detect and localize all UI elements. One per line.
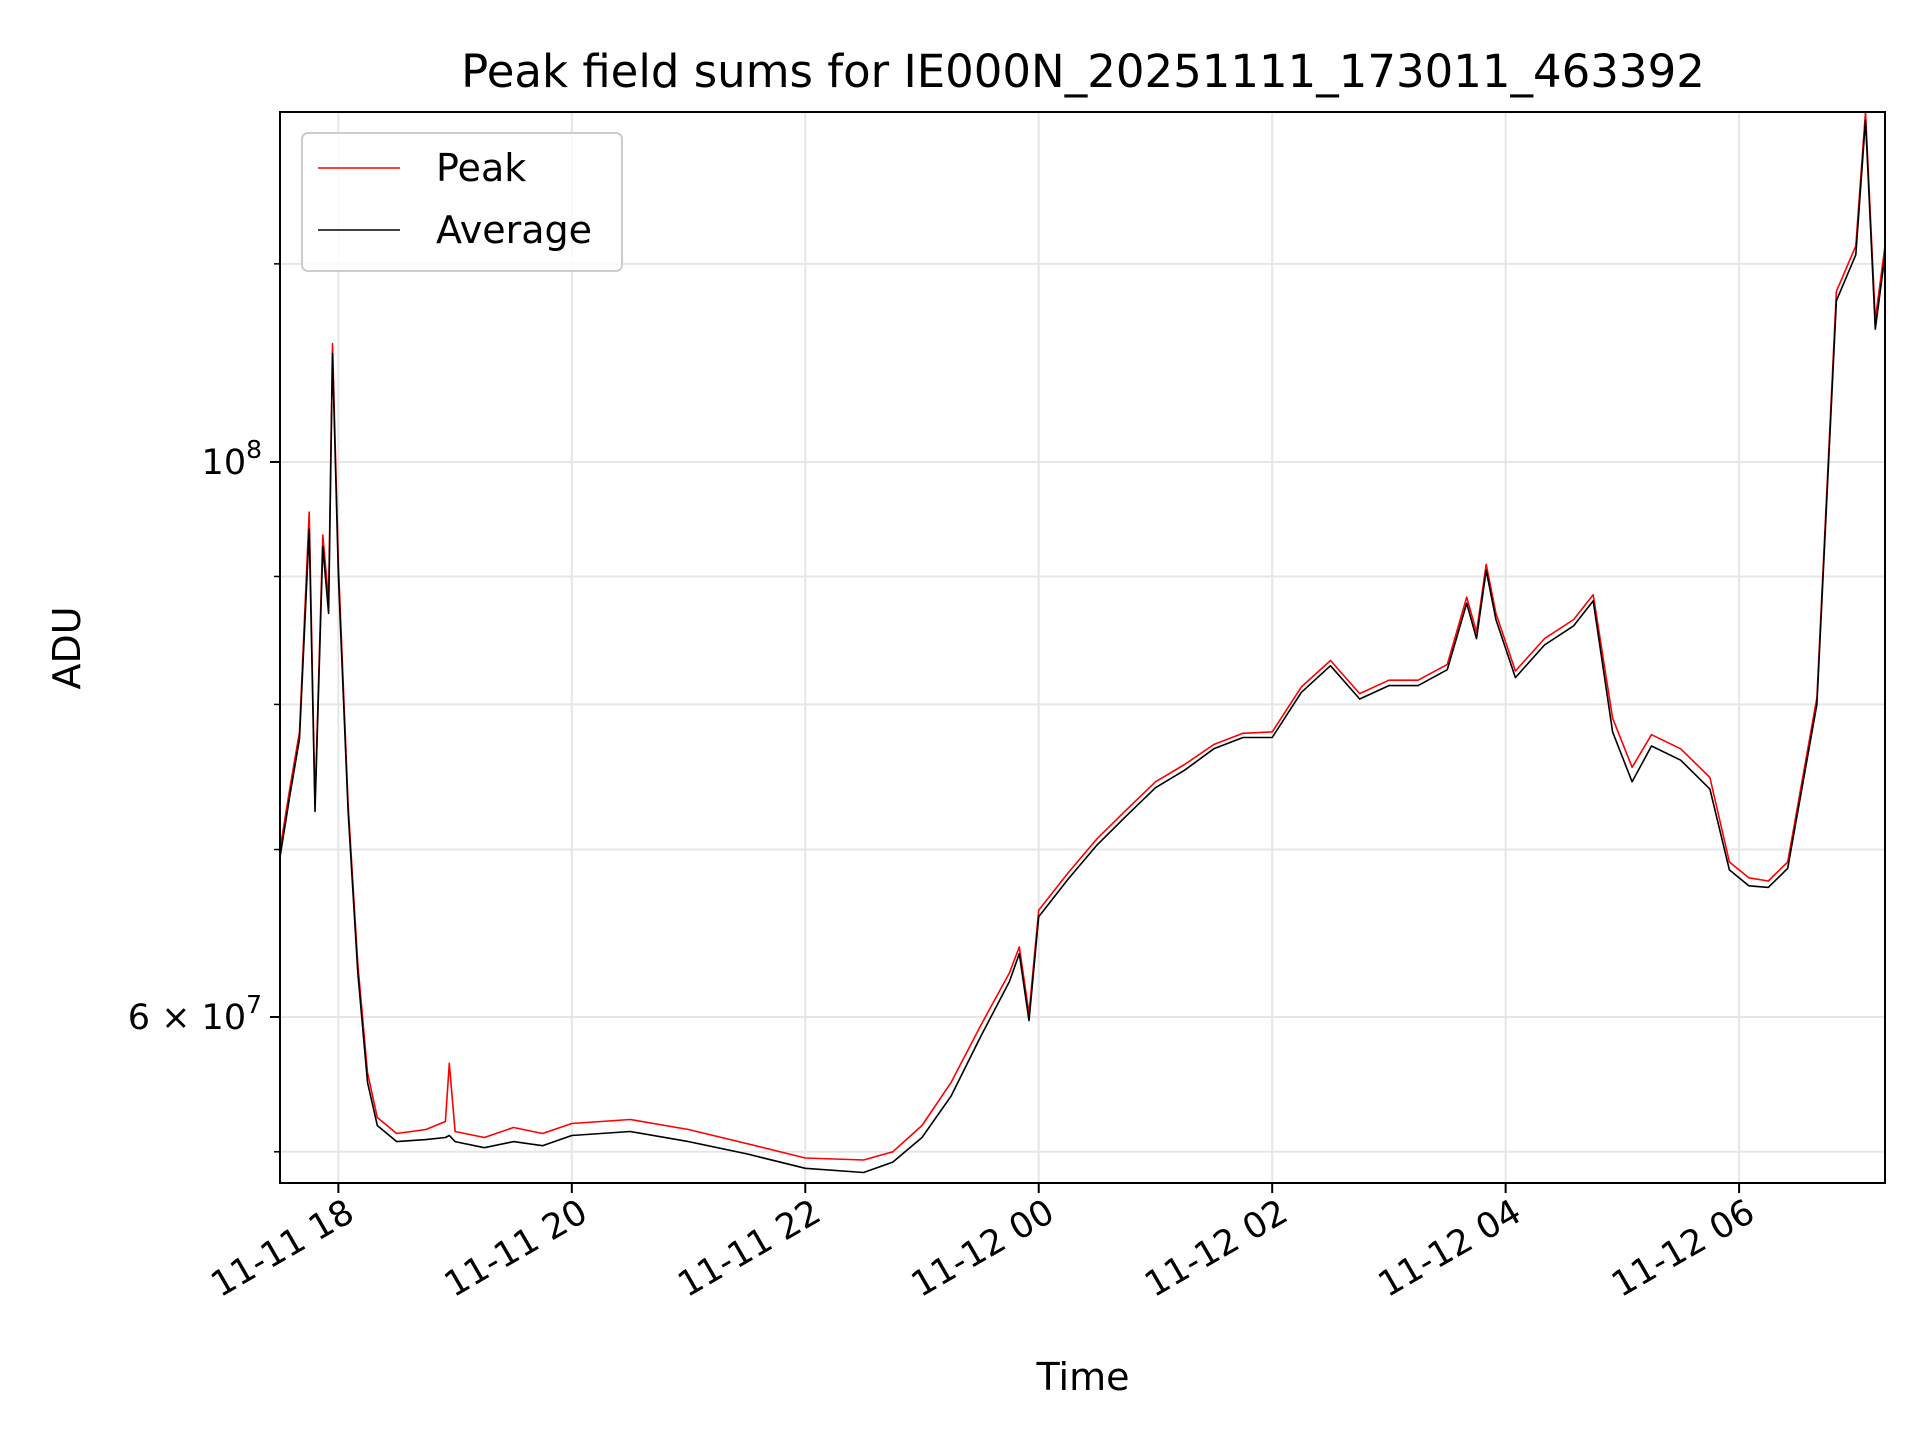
y-tick-mantissa: 10: [202, 443, 247, 483]
chart-title: Peak field sums for IE000N_20251111_1730…: [461, 45, 1705, 98]
x-axis-label: Time: [1036, 1355, 1130, 1399]
y-tick-exponent: 7: [246, 990, 262, 1019]
plot-frame: [279, 111, 1886, 1184]
y-tick-exponent: 8: [246, 435, 262, 464]
y-axis-label: ADU: [45, 606, 89, 689]
series-layer: [279, 111, 1886, 1174]
series-line-average: [279, 119, 1886, 1174]
legend-label-average: Average: [436, 208, 592, 252]
series-line-peak: [279, 111, 1886, 1161]
grid: [280, 112, 1885, 1183]
legend: Peak Average: [301, 132, 623, 272]
y-tick-mantissa: 6 × 10: [128, 998, 246, 1038]
y-tick-label: 6 × 107: [128, 990, 262, 1038]
legend-label-peak: Peak: [436, 146, 526, 190]
y-axis: 6 × 107 108: [128, 263, 280, 1153]
y-tick-label: 108: [202, 435, 262, 483]
